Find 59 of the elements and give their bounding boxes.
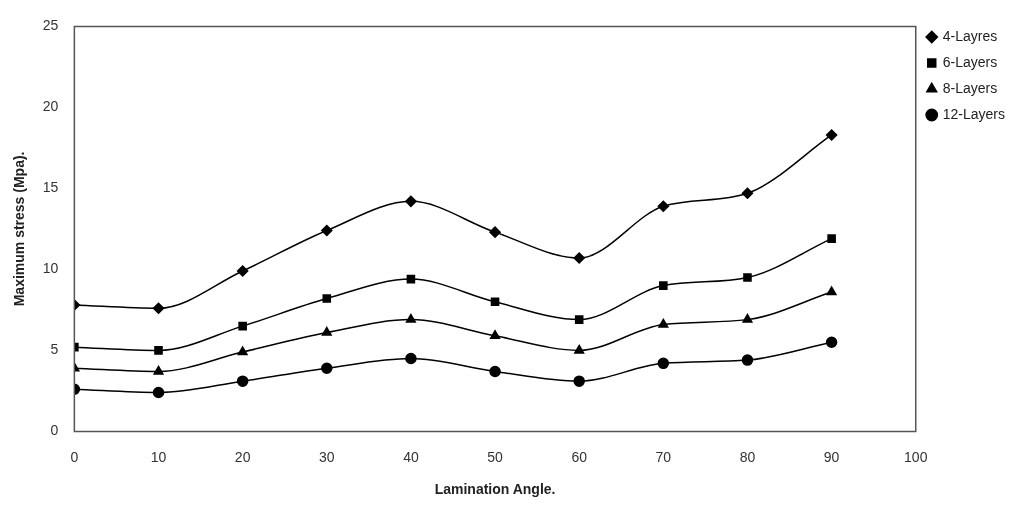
x-tick-label: 50 <box>487 448 504 465</box>
point <box>741 187 754 200</box>
x-tick-label: 100 <box>904 448 928 465</box>
point <box>321 326 332 336</box>
point <box>489 365 501 378</box>
point <box>743 273 752 282</box>
point <box>490 297 500 307</box>
point <box>236 375 249 387</box>
point <box>489 330 501 340</box>
point <box>153 365 164 375</box>
point <box>152 386 165 399</box>
point <box>489 226 501 238</box>
x-tick-label: 20 <box>234 448 251 465</box>
point <box>405 313 416 323</box>
y-tick-label: 15 <box>42 179 59 196</box>
point <box>826 286 837 296</box>
point <box>827 234 836 243</box>
x-tick-label: 0 <box>70 448 79 465</box>
point <box>573 252 585 264</box>
point <box>154 346 163 355</box>
legend-label: 12-Layers <box>942 105 1006 122</box>
point <box>405 352 417 365</box>
x-tick-label: 80 <box>739 448 756 465</box>
point <box>659 281 668 290</box>
legend-label: 6-Layers <box>942 53 998 70</box>
y-tick-label: 5 <box>50 341 59 358</box>
point <box>574 315 584 324</box>
point <box>657 200 670 212</box>
y-axis-title: Maximum stress (Mpa). <box>11 151 28 307</box>
legend-label: 8-Layers <box>942 79 998 96</box>
point <box>236 265 249 277</box>
x-tick-label: 40 <box>403 448 419 465</box>
x-tick-label: 70 <box>655 448 672 465</box>
point <box>152 302 165 315</box>
point <box>658 318 669 328</box>
y-tick-label: 10 <box>42 260 59 277</box>
point <box>322 294 332 303</box>
point <box>405 195 417 208</box>
x-tick-label: 60 <box>571 448 588 465</box>
point <box>406 274 416 284</box>
point <box>321 362 333 374</box>
x-tick-label: 90 <box>823 448 840 465</box>
y-tick-label: 0 <box>50 422 59 439</box>
point <box>657 357 670 370</box>
point <box>825 129 838 141</box>
point <box>237 346 248 356</box>
y-tick-label: 20 <box>42 98 59 115</box>
point <box>321 224 333 237</box>
x-axis-title: Lamination Angle. <box>434 481 556 498</box>
point <box>573 375 585 387</box>
y-tick-label: 25 <box>42 17 59 34</box>
x-tick-label: 30 <box>319 448 335 465</box>
point <box>742 313 753 323</box>
x-tick-label: 10 <box>150 448 167 465</box>
point <box>238 321 247 331</box>
point <box>825 336 838 349</box>
point <box>574 344 585 354</box>
legend-label: 4-Layres <box>942 27 998 44</box>
point <box>741 354 754 366</box>
